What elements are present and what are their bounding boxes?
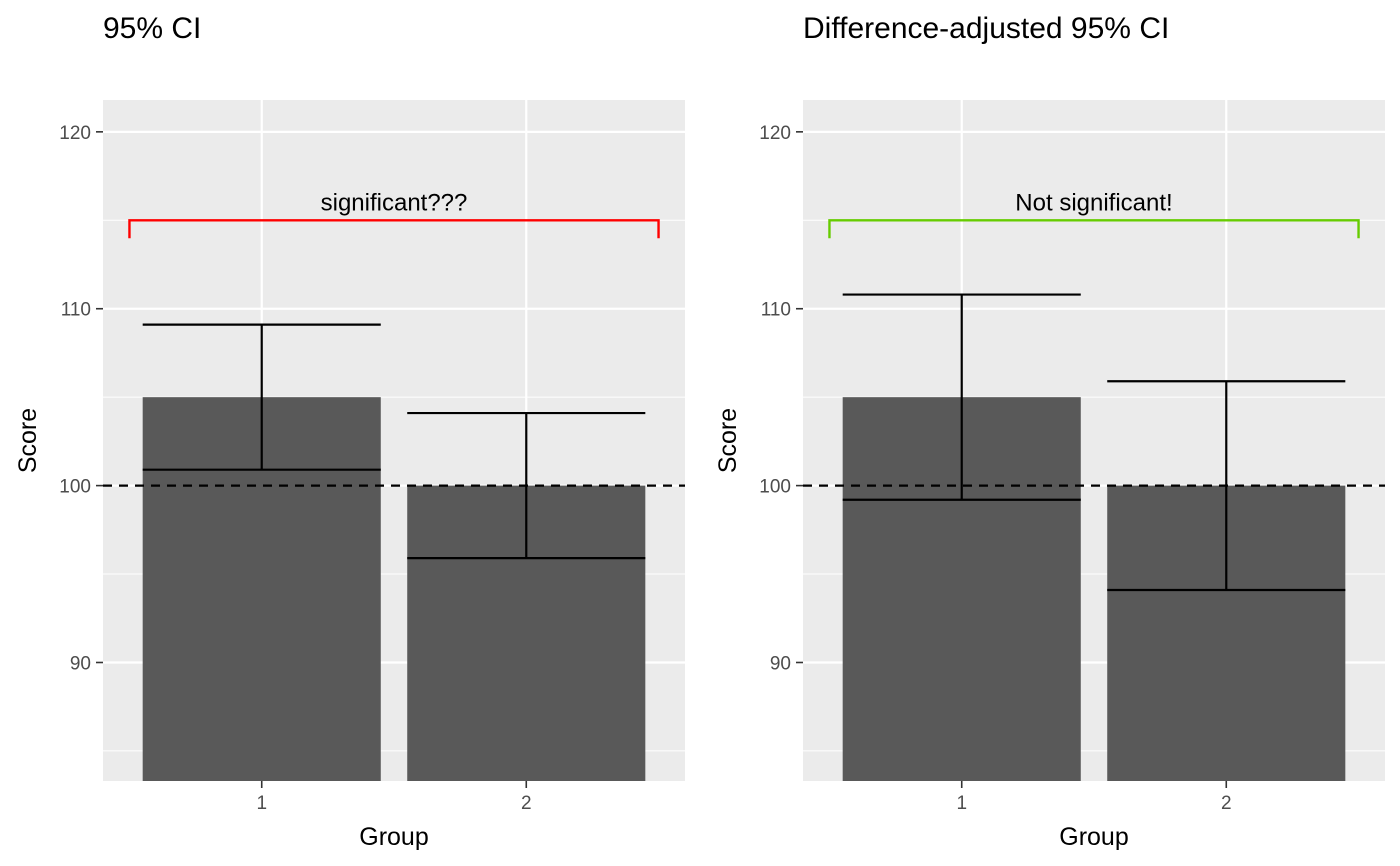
y-tick-label: 110 xyxy=(61,300,91,321)
y-axis-title: Score xyxy=(714,408,742,473)
significance-bracket xyxy=(128,219,660,239)
x-tick-label: 2 xyxy=(521,793,532,814)
y-tick-label: 100 xyxy=(59,477,91,498)
error-bar-group-1 xyxy=(842,293,1081,501)
significance-bracket xyxy=(828,219,1360,239)
x-tick-label: 1 xyxy=(956,793,967,814)
x-tick-label: 1 xyxy=(256,793,267,814)
x-axis-title: Group xyxy=(1059,823,1128,851)
x-axis-title: Group xyxy=(359,823,428,851)
chart-panel-1: significant??? 90 100 110 120 1 2 Group Score 95%… xyxy=(14,12,685,851)
y-axis-title: Score xyxy=(14,408,42,473)
annotation-label: significant??? xyxy=(321,189,468,216)
x-tick-label: 2 xyxy=(1221,793,1232,814)
y-tick-label: 100 xyxy=(759,477,791,498)
y-tick-label: 90 xyxy=(70,653,91,674)
y-tick-label: 120 xyxy=(59,123,91,144)
error-bar-group-1 xyxy=(142,323,381,471)
annotation-label: Not significant! xyxy=(1015,189,1172,216)
y-tick-label: 90 xyxy=(770,653,791,674)
chart-title: 95% CI xyxy=(103,12,201,45)
error-bar-group-2 xyxy=(407,411,646,560)
chart-panel-2: Not significant! 90 100 110 120 1 2 Group Score D… xyxy=(714,12,1385,851)
y-tick-label: 120 xyxy=(759,123,791,144)
error-bar-group-2 xyxy=(1107,380,1346,592)
y-tick-label: 110 xyxy=(761,300,791,321)
chart-title: Difference-adjusted 95% CI xyxy=(803,12,1169,45)
